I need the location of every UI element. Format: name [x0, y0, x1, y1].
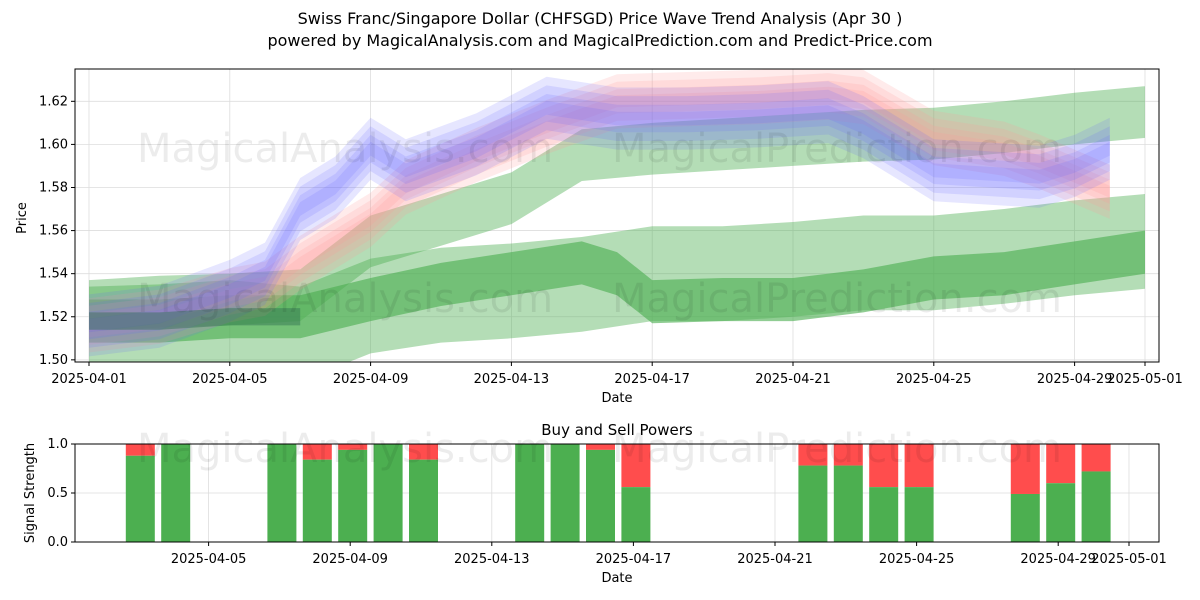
- price-band-blue: [89, 85, 1110, 348]
- chart-title: Swiss Franc/Singapore Dollar (CHFSGD) Pr…: [297, 9, 903, 28]
- sell-power-bar: [586, 444, 615, 450]
- top-axes-frame: [74, 68, 1160, 363]
- price-band-pink: [89, 86, 1110, 332]
- top-ytick-label: 1.52: [39, 310, 68, 325]
- buy-power-bar: [515, 444, 545, 542]
- sell-power-bar: [1010, 444, 1040, 494]
- top-xlabel: Date: [601, 391, 632, 406]
- bottom-chart-title: Buy and Sell Powers: [541, 421, 693, 439]
- bottom-xtick-label: 2025-04-17: [596, 552, 672, 567]
- top-xtick-label: 2025-04-21: [755, 372, 831, 387]
- top-xtick-label: 2025-04-09: [333, 372, 409, 387]
- bottom-ylabel: Signal Strength: [23, 443, 38, 543]
- buy-power-bar: [267, 444, 297, 542]
- sell-power-bar: [1081, 444, 1111, 472]
- buy-power-bar: [1081, 471, 1111, 542]
- buy-power-bar: [621, 487, 651, 542]
- price-band-pink: [89, 80, 1110, 338]
- top-ylabel: Price: [15, 202, 30, 234]
- buy-power-bar: [904, 487, 934, 542]
- top-xtick-label: 2025-04-01: [51, 372, 127, 387]
- buy-power-bar: [373, 444, 403, 542]
- buy-power-bar: [125, 455, 155, 542]
- bottom-xtick-label: 2025-04-13: [454, 552, 530, 567]
- bottom-ytick-label: 1.0: [47, 437, 68, 452]
- chart-subtitle: powered by MagicalAnalysis.com and Magic…: [267, 31, 933, 50]
- price-band-overlap: [89, 308, 301, 330]
- price-bands: [89, 69, 1145, 362]
- top-ytick-label: 1.50: [39, 353, 68, 368]
- price-band-blue: [89, 76, 1110, 357]
- price-band-green-upper: [89, 86, 1145, 332]
- top-xtick-label: 2025-05-01: [1107, 372, 1183, 387]
- bottom-xtick-label: 2025-04-05: [171, 552, 247, 567]
- top-xtick-label: 2025-04-05: [192, 372, 268, 387]
- sell-power-bar: [904, 444, 934, 488]
- buy-power-bar: [302, 459, 332, 542]
- price-band-green-mid: [89, 230, 1145, 343]
- watermark-text: MagicalAnalysis.com: [137, 126, 553, 172]
- top-ytick-label: 1.62: [39, 94, 68, 109]
- price-band-pink: [89, 73, 1110, 345]
- sell-power-bar: [621, 444, 651, 488]
- sell-power-bar: [302, 444, 332, 460]
- watermarks-top: MagicalAnalysis.com MagicalPrediction.com…: [137, 126, 1062, 322]
- price-band-blue: [89, 94, 1110, 340]
- sell-power-bar: [1046, 444, 1076, 484]
- bottom-xtick-label: 2025-05-01: [1091, 552, 1167, 567]
- top-ytick-label: 1.56: [39, 224, 68, 239]
- buy-power-bar: [550, 444, 580, 542]
- top-ytick-label: 1.58: [39, 180, 68, 195]
- bottom-ytick-label: 0.5: [47, 486, 68, 501]
- bottom-xtick-label: 2025-04-29: [1020, 552, 1096, 567]
- bottom-ytick-label: 0.0: [47, 535, 68, 550]
- buy-power-bar: [586, 449, 615, 542]
- sell-power-bar: [869, 444, 899, 488]
- watermark-text: MagicalPrediction.com: [612, 126, 1062, 172]
- bottom-ticks: 2025-04-05 2025-04-09 2025-04-13 2025-04-17…: [47, 437, 1166, 567]
- top-ytick-label: 1.60: [39, 137, 68, 152]
- top-xtick-label: 2025-04-25: [896, 372, 972, 387]
- sell-power-bar: [409, 444, 438, 460]
- buy-power-bar: [833, 465, 863, 542]
- sell-power-bar: [125, 444, 155, 456]
- bottom-xtick-label: 2025-04-09: [312, 552, 388, 567]
- buy-power-bar: [1046, 483, 1076, 542]
- price-band-blue: [89, 100, 1110, 333]
- sell-power-bar: [833, 444, 863, 466]
- watermark-text: MagicalPrediction.com: [612, 276, 1062, 322]
- watermark-text: MagicalAnalysis.com: [137, 276, 553, 322]
- top-xtick-label: 2025-04-13: [474, 372, 550, 387]
- sell-power-bar: [798, 444, 828, 466]
- buy-power-bar: [869, 487, 899, 542]
- price-band-pink: [89, 69, 1110, 353]
- bottom-xtick-label: 2025-04-21: [737, 552, 813, 567]
- watermarks-bottom: MagicalAnalysis.com MagicalPrediction.com: [137, 426, 1062, 472]
- top-xtick-label: 2025-04-17: [614, 372, 690, 387]
- top-xtick-label: 2025-04-29: [1037, 372, 1113, 387]
- signal-bars: [125, 444, 1111, 542]
- top-ticks: 2025-04-01 2025-04-05 2025-04-09 2025-04-13…: [39, 94, 1183, 387]
- buy-power-bar: [338, 449, 368, 542]
- buy-power-bar: [409, 459, 438, 542]
- top-ytick-label: 1.54: [39, 267, 68, 282]
- sell-power-bar: [338, 444, 368, 450]
- buy-power-bar: [1010, 493, 1040, 542]
- bottom-xtick-label: 2025-04-25: [879, 552, 955, 567]
- watermark-text: MagicalPrediction.com: [612, 426, 1062, 472]
- watermark-text: MagicalAnalysis.com: [137, 426, 553, 472]
- buy-power-bar: [798, 465, 828, 542]
- buy-power-bar: [161, 444, 191, 542]
- bottom-xlabel: Date: [601, 571, 632, 586]
